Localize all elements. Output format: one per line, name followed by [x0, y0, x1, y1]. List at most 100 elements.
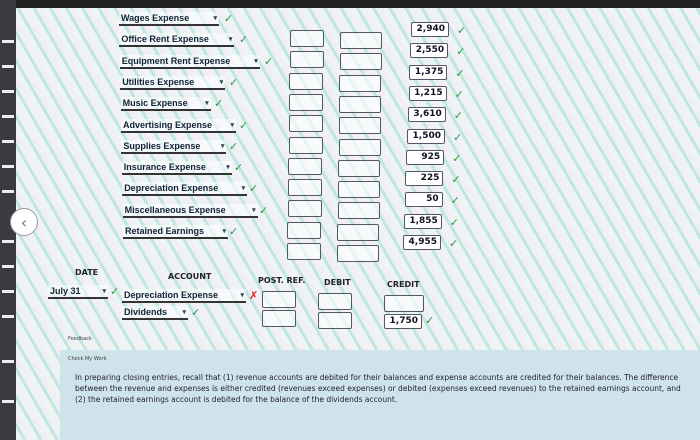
dropdown-icon: ▾ — [205, 100, 209, 108]
feedback-text: In preparing closing entries, recall tha… — [75, 373, 681, 404]
credit-input[interactable]: 2,940 — [411, 22, 449, 37]
debit-input[interactable] — [337, 202, 380, 220]
feedback-label: Feedback — [68, 336, 92, 342]
debit-input[interactable] — [339, 53, 382, 71]
check-icon: ✓ — [455, 66, 465, 80]
check-icon: ✓ — [456, 45, 466, 59]
dropdown-icon: ▾ — [182, 309, 186, 316]
account-select[interactable]: Depreciation Expense ▾ — [122, 182, 248, 197]
chevron-left-icon: ‹ — [20, 212, 28, 232]
back-button[interactable]: ‹ — [10, 208, 38, 236]
post-ref-input[interactable] — [290, 30, 324, 47]
account-select[interactable]: Equipment Rent Expense ▾ — [119, 54, 260, 69]
credit-input[interactable]: 1,375 — [409, 64, 448, 80]
credit-input[interactable]: 1,500 — [407, 128, 445, 144]
check-icon: ✓ — [457, 24, 467, 37]
header-debit: DEBIT — [324, 278, 351, 287]
header-date: DATE — [75, 268, 99, 277]
credit-input[interactable]: 50 — [404, 192, 443, 208]
dropdown-icon: ▾ — [228, 36, 233, 44]
dropdown-icon: ▾ — [226, 164, 230, 172]
post-ref-input[interactable] — [287, 221, 322, 239]
post-ref-input[interactable] — [289, 72, 324, 90]
debit-input[interactable] — [318, 293, 352, 310]
debit-input[interactable] — [340, 32, 382, 49]
debit-input[interactable] — [338, 159, 381, 177]
post-ref-input[interactable] — [288, 157, 323, 175]
dropdown-icon: ▾ — [254, 57, 258, 65]
post-ref-input[interactable] — [262, 310, 296, 327]
dropdown-icon: ▾ — [219, 78, 224, 86]
credit-input[interactable] — [384, 295, 424, 312]
side-bezel — [0, 0, 16, 440]
debit-input[interactable] — [339, 74, 382, 92]
check-icon: ✓ — [453, 109, 464, 123]
account-select[interactable]: Insurance Expense ▾ — [121, 161, 232, 176]
credit-input[interactable]: 2,550 — [410, 43, 449, 59]
debit-input[interactable] — [339, 95, 382, 113]
header-account: ACCOUNT — [168, 272, 212, 281]
check-icon: ✓ — [453, 130, 463, 144]
check-icon: ✓ — [449, 215, 460, 229]
debit-input[interactable] — [337, 223, 380, 241]
dropdown-icon: ▾ — [252, 206, 256, 214]
credit-input[interactable]: 225 — [405, 171, 444, 187]
credit-input[interactable]: 3,610 — [407, 107, 446, 123]
account-select[interactable]: Office Rent Expense ▾ — [119, 33, 235, 48]
dropdown-icon: ▾ — [240, 292, 244, 299]
credit-input[interactable]: 1,855 — [403, 213, 442, 229]
account-select[interactable]: Music Expense ▾ — [120, 97, 211, 112]
post-ref-input[interactable] — [287, 200, 322, 218]
account-select[interactable]: Retained Earnings ▾ — [123, 225, 228, 239]
credit-input[interactable]: 925 — [406, 149, 445, 165]
feedback-panel — [60, 350, 700, 440]
post-ref-input[interactable] — [289, 93, 324, 111]
check-icon: ✓ — [451, 173, 461, 187]
dropdown-icon: ▾ — [222, 228, 226, 235]
check-icon: ✓ — [224, 12, 234, 25]
credit-input[interactable]: 4,955 — [403, 235, 441, 250]
dropdown-icon: ▾ — [102, 288, 106, 295]
account-select[interactable]: Miscellaneous Expense ▾ — [122, 203, 258, 218]
check-icon: ✓ — [229, 75, 239, 89]
check-icon: ✓ — [239, 33, 249, 47]
account-select[interactable]: Utilities Expense ▾ — [120, 75, 226, 90]
dropdown-icon: ▾ — [241, 185, 246, 193]
post-ref-input[interactable] — [287, 243, 321, 260]
check-icon: ✓ — [110, 285, 120, 298]
check-icon: ✓ — [452, 151, 462, 165]
debit-input[interactable] — [318, 312, 352, 329]
post-ref-input[interactable] — [289, 51, 324, 69]
account-select[interactable]: Advertising Expense ▾ — [121, 118, 236, 133]
check-icon: ✓ — [450, 194, 460, 208]
debit-account-select[interactable]: Depreciation Expense ▾ — [122, 289, 246, 303]
account-select[interactable]: Supplies Expense ▾ — [121, 139, 227, 154]
check-icon: ✓ — [249, 182, 259, 196]
check-icon: ✓ — [214, 97, 224, 111]
check-icon: ✓ — [425, 314, 435, 327]
post-ref-input[interactable] — [288, 136, 323, 154]
check-icon: ✓ — [454, 87, 464, 101]
date-select[interactable]: July 31 ▾ — [48, 285, 108, 299]
debit-input[interactable] — [337, 181, 380, 199]
check-icon: ✓ — [234, 161, 244, 175]
account-select[interactable]: Wages Expense ▾ — [119, 12, 219, 26]
incorrect-icon: ✗ — [249, 289, 259, 302]
post-ref-input[interactable] — [288, 115, 323, 133]
check-icon: ✓ — [449, 237, 459, 250]
credit-input[interactable]: 1,215 — [408, 85, 447, 101]
header-credit: CREDIT — [387, 280, 420, 289]
check-icon: ✓ — [229, 139, 239, 153]
debit-input[interactable] — [338, 138, 381, 156]
check-icon: ✓ — [229, 225, 239, 238]
debit-input[interactable] — [338, 117, 381, 135]
debit-input[interactable] — [337, 245, 379, 262]
credit-account-select[interactable]: Dividends ▾ — [122, 306, 188, 320]
credit-input[interactable]: 1,750 — [384, 314, 422, 329]
check-my-work-toggle[interactable]: Check My Work — [68, 356, 107, 362]
dropdown-icon: ▾ — [220, 142, 225, 150]
dropdown-icon: ▾ — [213, 15, 217, 22]
post-ref-input[interactable] — [287, 179, 322, 197]
post-ref-input[interactable] — [262, 291, 296, 308]
check-icon: ✓ — [239, 118, 249, 132]
